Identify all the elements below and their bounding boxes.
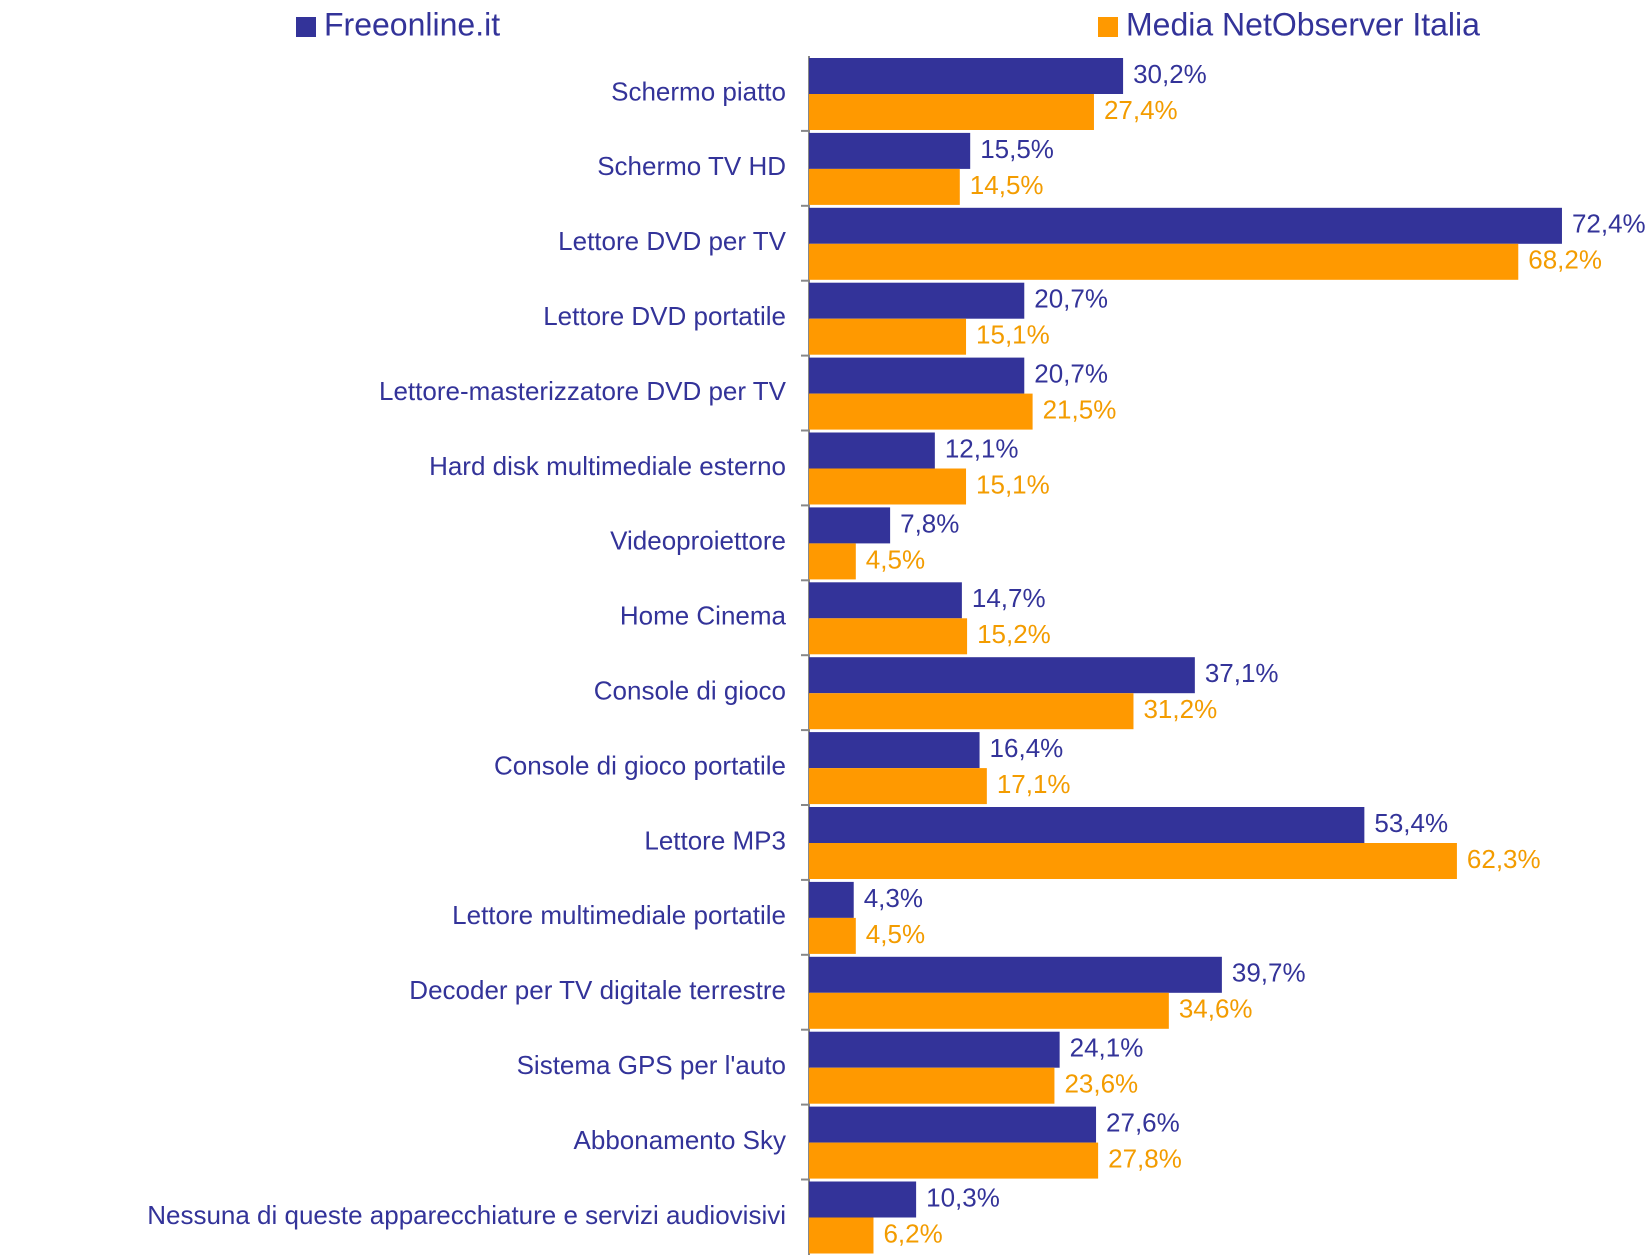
- bar: [809, 318, 967, 355]
- bar: [809, 168, 960, 205]
- bar: [809, 618, 968, 655]
- category-label: Lettore MP3: [644, 825, 786, 855]
- bar: [809, 1217, 874, 1254]
- bar: [809, 507, 891, 544]
- bar: [809, 881, 854, 918]
- legend-swatch: [296, 17, 316, 37]
- category-label: Lettore DVD per TV: [558, 226, 787, 256]
- bar: [809, 807, 1365, 843]
- data-label: 14,5%: [970, 170, 1044, 200]
- legend-label: Media NetObserver Italia: [1126, 6, 1480, 42]
- bar: [809, 956, 1222, 993]
- data-label: 14,7%: [972, 583, 1046, 613]
- data-label: 4,5%: [866, 919, 925, 949]
- bar: [809, 432, 935, 469]
- category-label: Home Cinema: [620, 601, 787, 631]
- data-label: 15,1%: [976, 320, 1050, 350]
- bar: [809, 543, 856, 580]
- data-label: 23,6%: [1064, 1069, 1138, 1099]
- category-label: Nessuna di queste apparecchiature e serv…: [147, 1200, 786, 1230]
- data-label: 53,4%: [1374, 808, 1448, 838]
- bar: [809, 243, 1519, 280]
- data-label: 4,5%: [866, 544, 925, 574]
- bar: [809, 1142, 1099, 1179]
- data-label: 27,6%: [1106, 1107, 1180, 1137]
- bar: [809, 1106, 1097, 1143]
- bar: [809, 843, 1457, 879]
- data-label: 27,8%: [1108, 1143, 1182, 1173]
- category-label: Schermo TV HD: [597, 151, 786, 181]
- category-label: Sistema GPS per l'auto: [517, 1050, 786, 1080]
- data-label: 30,2%: [1133, 59, 1207, 89]
- data-label: 27,4%: [1104, 95, 1178, 125]
- data-label: 15,2%: [977, 619, 1051, 649]
- bar: [809, 393, 1033, 430]
- category-label: Schermo piatto: [611, 76, 786, 106]
- category-label: Decoder per TV digitale terrestre: [409, 975, 786, 1005]
- legend-label: Freeonline.it: [324, 6, 500, 42]
- legend-swatch: [1098, 17, 1118, 37]
- category-label: Lettore-masterizzatore DVD per TV: [379, 376, 787, 406]
- bar: [809, 94, 1094, 130]
- data-label: 15,5%: [980, 134, 1054, 164]
- bar: [809, 1067, 1055, 1104]
- bar: [809, 132, 971, 169]
- category-label: Videoproiettore: [610, 526, 786, 556]
- data-label: 17,1%: [997, 769, 1071, 799]
- bar: [809, 732, 980, 769]
- data-label: 39,7%: [1232, 958, 1306, 988]
- data-label: 20,7%: [1034, 284, 1108, 314]
- bar: [809, 468, 967, 505]
- category-label: Abbonamento Sky: [574, 1125, 786, 1155]
- bar: [809, 58, 1124, 94]
- data-label: 62,3%: [1467, 844, 1541, 874]
- bar: [809, 1181, 917, 1218]
- data-label: 10,3%: [926, 1182, 1000, 1212]
- data-label: 12,1%: [945, 433, 1019, 463]
- bar: [809, 282, 1025, 319]
- data-label: 6,2%: [883, 1218, 942, 1248]
- bar: [809, 582, 962, 619]
- category-label: Hard disk multimediale esterno: [429, 451, 786, 481]
- data-label: 21,5%: [1043, 394, 1117, 424]
- bar: [809, 207, 1562, 244]
- bar: [809, 992, 1169, 1029]
- bar: [809, 357, 1025, 394]
- data-label: 20,7%: [1034, 358, 1108, 388]
- data-label: 4,3%: [864, 883, 923, 913]
- data-label: 15,1%: [976, 469, 1050, 499]
- bar: [809, 768, 987, 805]
- data-label: 24,1%: [1070, 1033, 1144, 1063]
- bar: [809, 657, 1195, 694]
- data-label: 72,4%: [1572, 209, 1646, 239]
- category-label: Lettore DVD portatile: [543, 301, 786, 331]
- bar: [809, 693, 1134, 730]
- data-label: 7,8%: [900, 508, 959, 538]
- category-label: Lettore multimediale portatile: [452, 900, 786, 930]
- data-label: 16,4%: [990, 733, 1064, 763]
- data-label: 68,2%: [1528, 245, 1602, 275]
- data-label: 34,6%: [1179, 994, 1253, 1024]
- data-label: 37,1%: [1205, 658, 1279, 688]
- category-label: Console di gioco portatile: [494, 750, 786, 780]
- bar: [809, 917, 856, 954]
- bar: [809, 1031, 1060, 1068]
- category-label: Console di gioco: [594, 676, 786, 706]
- data-label: 31,2%: [1143, 694, 1217, 724]
